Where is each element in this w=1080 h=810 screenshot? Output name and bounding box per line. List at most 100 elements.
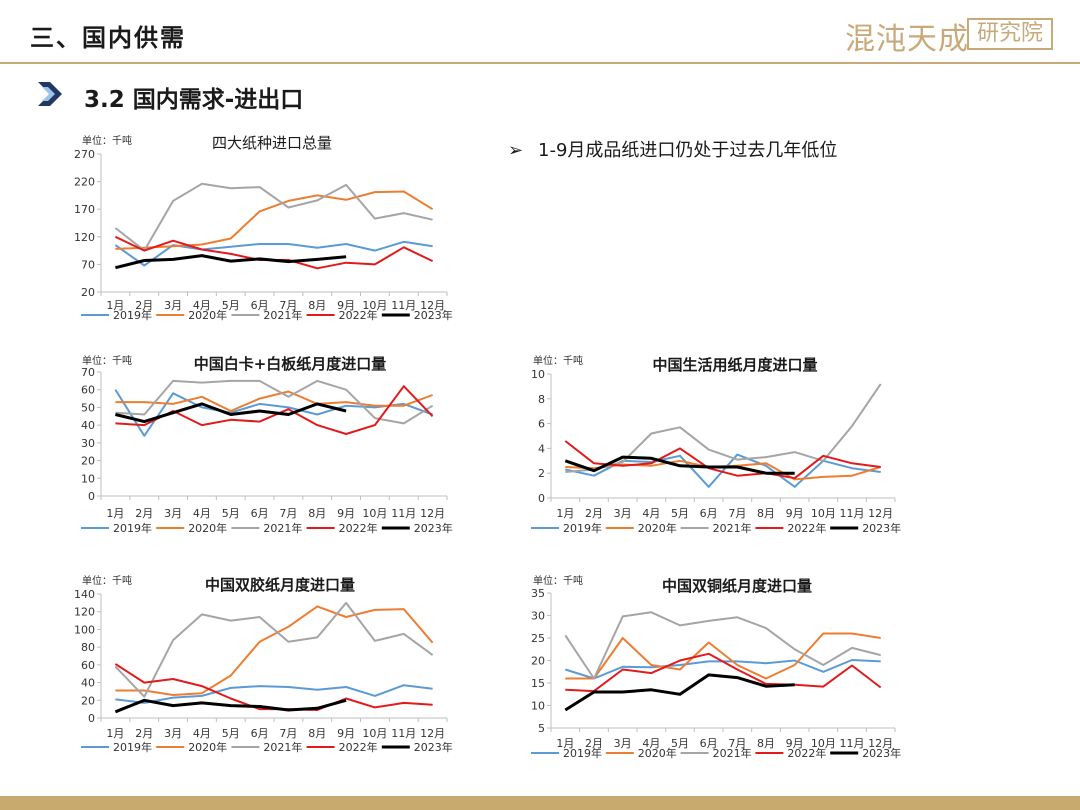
x-tick-label: 9月 <box>337 727 355 740</box>
legend-label: 2020年 <box>188 521 227 535</box>
x-tick-label: 4月 <box>193 299 211 312</box>
x-tick-label: 1月 <box>106 727 124 740</box>
legend-label: 2022年 <box>787 521 826 535</box>
y-tick-label: 30 <box>531 610 545 623</box>
y-tick-label: 0 <box>88 490 95 503</box>
x-tick-label: 3月 <box>614 507 632 520</box>
x-tick-label: 11月 <box>391 507 416 520</box>
legend-label: 2019年 <box>113 740 152 754</box>
x-tick-label: 3月 <box>164 727 182 740</box>
x-tick-label: 8月 <box>308 507 326 520</box>
x-tick-label: 8月 <box>757 737 775 750</box>
x-tick-label: 9月 <box>786 737 804 750</box>
x-tick-label: 10月 <box>362 299 387 312</box>
legend-label: 2020年 <box>188 308 227 322</box>
y-tick-label: 10 <box>531 700 545 713</box>
x-tick-label: 2月 <box>585 507 603 520</box>
x-tick-label: 10月 <box>362 727 387 740</box>
x-tick-label: 4月 <box>193 507 211 520</box>
legend-label: 2022年 <box>339 308 378 322</box>
series-line-2021年 <box>565 383 882 473</box>
x-tick-label: 11月 <box>840 737 865 750</box>
y-tick-label: 120 <box>74 606 95 619</box>
unit-label: 单位：千吨 <box>82 134 132 147</box>
x-tick-label: 4月 <box>642 737 660 750</box>
x-tick-label: 4月 <box>193 727 211 740</box>
y-tick-label: 40 <box>81 677 95 690</box>
y-tick-label: 80 <box>81 641 95 654</box>
y-tick-label: 220 <box>74 176 95 189</box>
page-subtitle: 3.2 国内需求-进出口 <box>84 87 304 113</box>
x-tick-label: 7月 <box>279 299 297 312</box>
x-tick-label: 5月 <box>222 299 240 312</box>
x-tick-label: 5月 <box>671 737 689 750</box>
key-note: ➢ 1-9月成品纸进口仍处于过去几年低位 <box>508 136 837 162</box>
x-tick-label: 1月 <box>556 507 574 520</box>
legend-label: 2022年 <box>787 746 826 760</box>
x-tick-label: 9月 <box>786 507 804 520</box>
legend-label: 2020年 <box>638 521 677 535</box>
series-line-2020年 <box>115 390 433 412</box>
legend-label: 2023年 <box>414 308 453 322</box>
legend-label: 2019年 <box>113 521 152 535</box>
chart-title: 四大纸种进口总量 <box>212 134 332 152</box>
y-tick-label: 100 <box>74 623 95 636</box>
x-tick-label: 8月 <box>308 299 326 312</box>
legend-label: 2019年 <box>563 746 602 760</box>
series-line-2023年 <box>115 402 347 424</box>
chart-four-paper-imports: 单位：千吨 四大纸种进口总量 20 70 120 170 220 270 1月 2月 3月 4月 5月 6… <box>74 134 453 322</box>
series-line-2021年 <box>114 601 434 698</box>
y-tick-label: 20 <box>81 455 95 468</box>
chart-title: 中国生活用纸月度进口量 <box>652 356 817 374</box>
series-line-2021年 <box>114 182 433 252</box>
legend-label: 2020年 <box>188 740 227 754</box>
series-line-2021年 <box>564 611 881 680</box>
legend-label: 2019年 <box>113 308 152 322</box>
legend-label: 2021年 <box>263 740 302 754</box>
brand-logo: 混沌天成 研究院 <box>845 14 1057 57</box>
chart-tissue-imports: 单位：千吨 中国生活用纸月度进口量 0 2 4 6 8 10 1月 2月 3月 4月 5月 6月 7月 8月 9… <box>531 354 901 535</box>
x-tick-label: 5月 <box>222 727 240 740</box>
logo-box-text: 研究院 <box>967 18 1053 50</box>
y-tick-label: 0 <box>538 492 545 505</box>
x-tick-label: 7月 <box>279 507 297 520</box>
legend-label: 2020年 <box>638 746 677 760</box>
legend-label: 2022年 <box>339 740 378 754</box>
y-tick-label: 60 <box>81 384 95 397</box>
y-tick-label: 0 <box>88 712 95 725</box>
x-tick-label: 6月 <box>251 507 269 520</box>
legend-label: 2023年 <box>414 521 453 535</box>
y-tick-label: 25 <box>531 632 545 645</box>
series-line-2019年 <box>114 389 433 437</box>
note-text: 1-9月成品纸进口仍处于过去几年低位 <box>538 140 838 161</box>
y-tick-label: 20 <box>81 286 95 299</box>
footer-bar <box>0 796 1080 810</box>
legend-label: 2023年 <box>414 740 453 754</box>
x-tick-label: 12月 <box>420 727 445 740</box>
x-tick-label: 12月 <box>868 737 893 750</box>
legend-label: 2021年 <box>263 521 302 535</box>
legend-label: 2022年 <box>339 521 378 535</box>
series-line-2022年 <box>565 652 882 693</box>
x-tick-label: 3月 <box>164 299 182 312</box>
y-tick-label: 20 <box>81 694 95 707</box>
x-tick-label: 5月 <box>671 507 689 520</box>
x-tick-label: 2月 <box>135 299 153 312</box>
x-tick-label: 6月 <box>251 727 269 740</box>
header-rule <box>0 62 1080 64</box>
y-tick-label: 40 <box>81 419 95 432</box>
note-bullet-icon: ➢ <box>508 140 524 161</box>
x-tick-label: 3月 <box>164 507 182 520</box>
chart-coated-paper-imports: 单位：千吨 中国双铜纸月度进口量 5 10 15 20 25 30 35 1月 2月 3月 4月 5月 6月… <box>531 574 901 760</box>
y-tick-label: 70 <box>81 258 95 271</box>
x-tick-label: 11月 <box>391 299 416 312</box>
x-tick-label: 2月 <box>135 727 153 740</box>
x-tick-label: 11月 <box>391 727 416 740</box>
y-tick-label: 270 <box>74 148 95 161</box>
chevron-right-icon <box>38 82 62 106</box>
y-tick-label: 20 <box>531 655 545 668</box>
x-tick-label: 6月 <box>700 507 718 520</box>
x-tick-label: 1月 <box>106 299 124 312</box>
y-tick-label: 30 <box>81 437 95 450</box>
y-tick-label: 4 <box>538 442 545 455</box>
